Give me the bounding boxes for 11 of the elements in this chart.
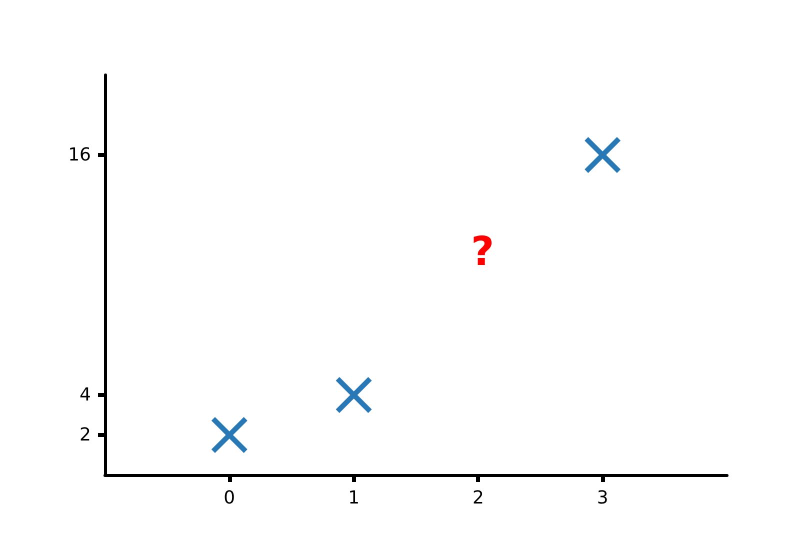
y-tick-label: 4 — [80, 384, 91, 406]
y-tick-label: 16 — [68, 144, 91, 166]
x-tick-label: 2 — [472, 488, 484, 508]
point — [336, 377, 372, 413]
x-tick-label: 1 — [348, 488, 360, 508]
y-tick-label: 2 — [80, 424, 91, 446]
annotation: ? — [471, 229, 494, 275]
x-tick-label: 3 — [596, 488, 608, 508]
point — [211, 417, 248, 453]
x-tick-label: 0 — [224, 488, 236, 508]
point — [584, 137, 621, 173]
